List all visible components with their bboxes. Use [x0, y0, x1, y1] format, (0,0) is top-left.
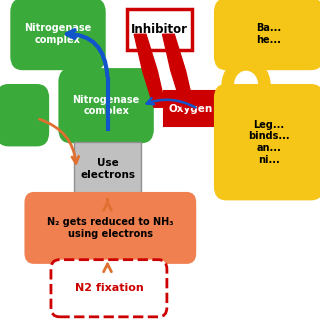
FancyBboxPatch shape	[215, 0, 320, 69]
Text: N2 fixation: N2 fixation	[75, 283, 143, 293]
Text: Oxygen: Oxygen	[169, 104, 213, 114]
Text: Use
electrons: Use electrons	[80, 158, 135, 180]
FancyBboxPatch shape	[215, 85, 320, 199]
Polygon shape	[163, 34, 194, 107]
FancyBboxPatch shape	[0, 85, 48, 145]
Polygon shape	[134, 34, 166, 107]
Text: Nitrogenase
complex: Nitrogenase complex	[72, 95, 140, 116]
FancyBboxPatch shape	[164, 92, 218, 126]
Text: Nitrogenase
complex: Nitrogenase complex	[24, 23, 92, 45]
FancyBboxPatch shape	[74, 142, 141, 196]
FancyBboxPatch shape	[51, 260, 167, 317]
Text: N₂ gets reduced to NH₃
using electrons: N₂ gets reduced to NH₃ using electrons	[47, 217, 173, 239]
FancyBboxPatch shape	[26, 193, 195, 263]
Text: Ba...
he...: Ba... he...	[256, 23, 281, 45]
FancyBboxPatch shape	[127, 9, 192, 50]
FancyBboxPatch shape	[11, 0, 105, 69]
Text: Inhibitor: Inhibitor	[131, 23, 188, 36]
FancyBboxPatch shape	[60, 69, 153, 142]
Text: Leg...
binds...
an...
ni...: Leg... binds... an... ni...	[248, 120, 290, 164]
